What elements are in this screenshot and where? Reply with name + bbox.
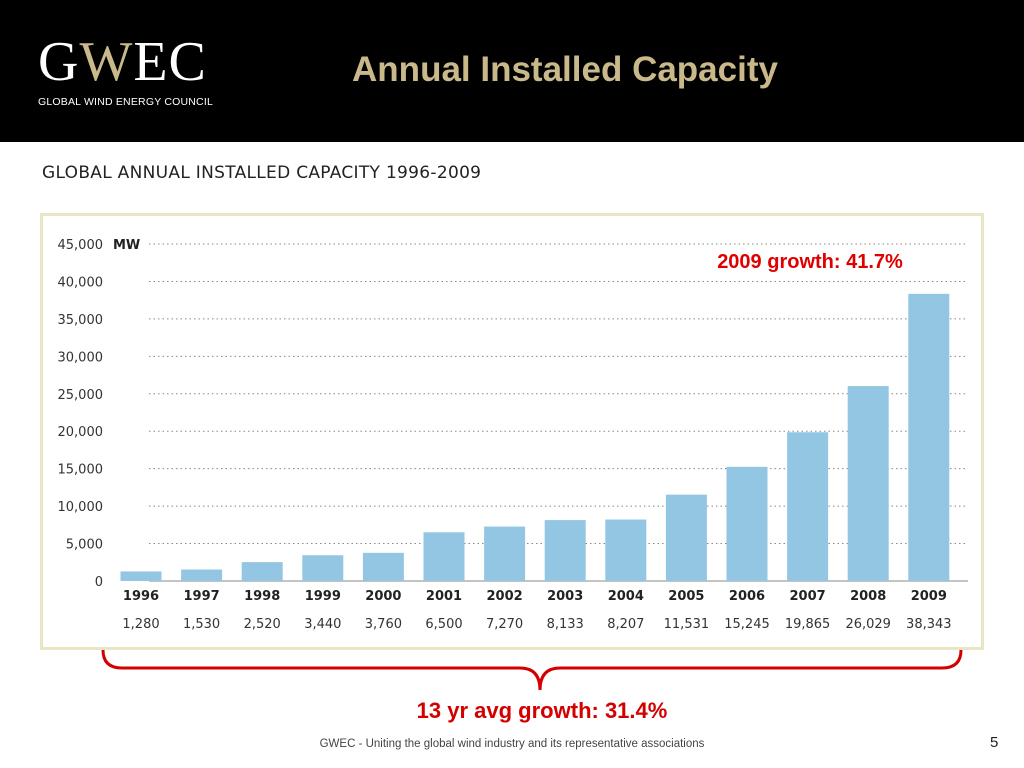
data-label: 11,531	[664, 617, 710, 632]
bar-1998	[241, 562, 283, 581]
data-label: 6,500	[425, 617, 462, 632]
logo-letter-w: W	[79, 31, 134, 93]
slide-title: Annual Installed Capacity	[352, 50, 778, 89]
y-tick-label: 35,000	[58, 313, 104, 328]
x-tick-label: 2001	[426, 589, 462, 604]
data-label: 8,133	[547, 617, 584, 632]
y-tick-label: 30,000	[58, 350, 104, 365]
bar-chart: 0 5,000 10,000 15,000 20,000 25,000 30,000 35,0…	[58, 238, 968, 632]
bar-1996	[120, 571, 162, 581]
growth-2009-annotation: 2009 growth: 41.7%	[717, 251, 903, 273]
data-label: 38,343	[906, 617, 952, 632]
y-tick-label: 45,000	[58, 238, 104, 253]
x-tick-label: 2007	[790, 589, 826, 604]
chart-frame: 0 5,000 10,000 15,000 20,000 25,000 30,000 35,0…	[40, 213, 984, 650]
logo-letters-ec: EC	[133, 31, 207, 93]
y-tick-label: 40,000	[58, 275, 104, 290]
bar-2005	[665, 494, 707, 581]
y-tick-label: 15,000	[58, 463, 104, 478]
avg-growth-annotation: 13 yr avg growth: 31.4%	[416, 698, 668, 723]
x-tick-label: 1998	[244, 589, 280, 604]
x-tick-label: 2000	[365, 589, 401, 604]
data-label: 8,207	[607, 617, 644, 632]
x-tick-label: 2003	[547, 589, 583, 604]
data-label: 3,440	[304, 617, 341, 632]
logo-subtitle: GLOBAL WIND ENERGY COUNCIL	[38, 96, 213, 108]
bar-2000	[362, 552, 404, 581]
data-label: 15,245	[724, 617, 770, 632]
page-number: 5	[990, 734, 999, 751]
x-tick-label: 2004	[608, 589, 644, 604]
x-tick-label: 1997	[184, 589, 220, 604]
bar-2006	[726, 466, 768, 581]
brace-path	[101, 649, 963, 691]
y-tick-label: 5,000	[66, 538, 103, 553]
x-tick-label: 2008	[850, 589, 886, 604]
y-tick-label: 10,000	[58, 500, 104, 515]
data-label: 26,029	[845, 617, 891, 632]
y-unit-label: MW	[113, 238, 140, 253]
y-tick-label: 25,000	[58, 388, 104, 403]
logo-letter-g: G	[38, 31, 80, 93]
data-label: 1,280	[122, 617, 159, 632]
footer-text: GWEC - Uniting the global wind industry …	[319, 738, 705, 750]
bar-2002	[484, 526, 526, 581]
bar-2009	[908, 293, 950, 581]
bar-1999	[302, 555, 344, 581]
x-tick-label: 1999	[305, 589, 341, 604]
logo-mark: GWEC	[38, 34, 228, 90]
x-tick-label: 1996	[123, 589, 159, 604]
bar-2001	[423, 532, 465, 581]
data-label: 1,530	[183, 617, 220, 632]
bar-2004	[605, 519, 647, 581]
y-tick-label: 20,000	[58, 425, 104, 440]
y-tick-label: 0	[95, 575, 103, 590]
bar-2008	[847, 386, 889, 581]
x-tick-label: 2002	[487, 589, 523, 604]
x-tick-label: 2009	[911, 589, 947, 604]
gwec-logo: GWEC GLOBAL WIND ENERGY COUNCIL	[38, 34, 228, 108]
chart-title: GLOBAL ANNUAL INSTALLED CAPACITY 1996-20…	[42, 163, 482, 183]
slide-header: GWEC GLOBAL WIND ENERGY COUNCIL Annual I…	[0, 0, 1024, 142]
bar-1997	[181, 569, 223, 581]
x-tick-label: 2005	[668, 589, 704, 604]
data-label: 7,270	[486, 617, 523, 632]
x-tick-label: 2006	[729, 589, 765, 604]
data-label: 3,760	[365, 617, 402, 632]
bar-2003	[544, 520, 586, 581]
data-label: 19,865	[785, 617, 831, 632]
data-label: 2,520	[244, 617, 281, 632]
bar-2007	[787, 432, 829, 581]
